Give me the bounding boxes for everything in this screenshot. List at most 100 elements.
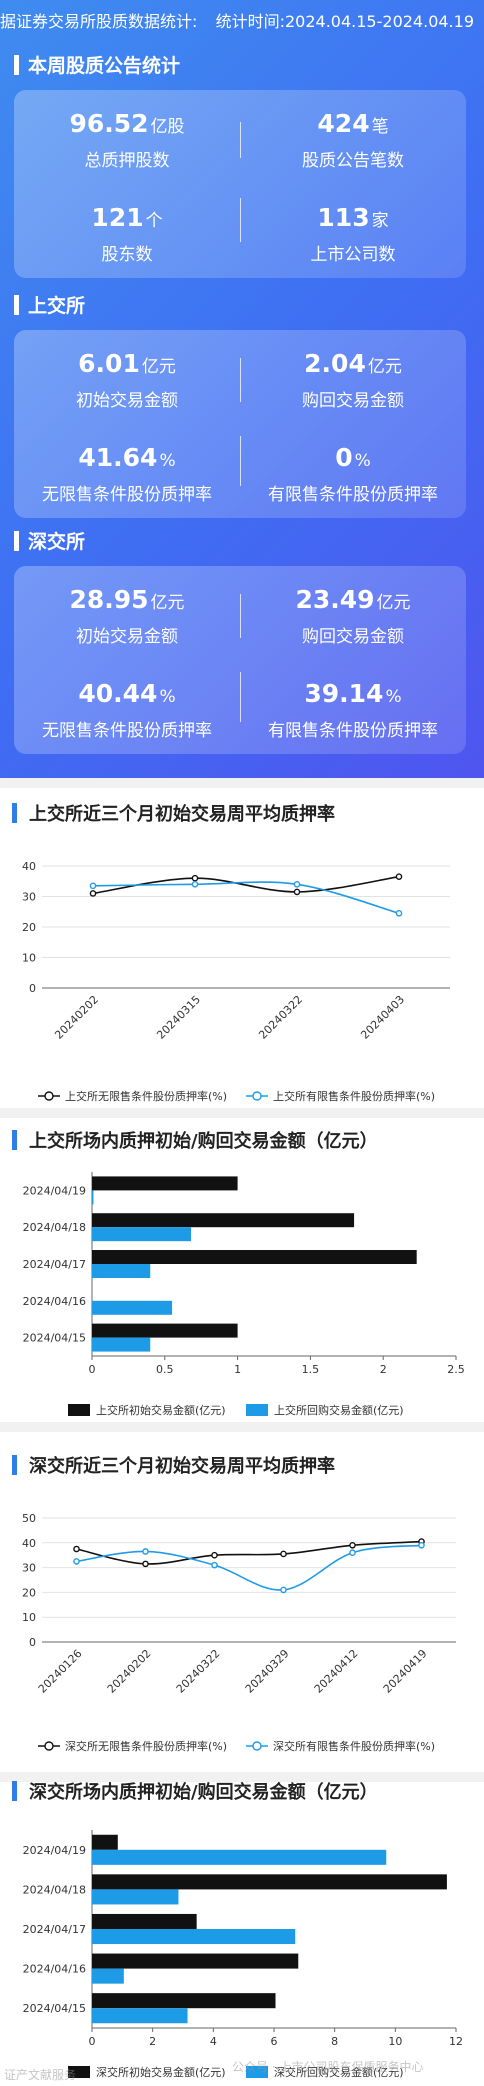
legend-marker — [252, 1091, 262, 1101]
x-tick-label: 20240315 — [154, 993, 203, 1042]
stat-label: 无限售条件股份质押率 — [42, 721, 212, 741]
stat-label: 无限售条件股份质押率 — [42, 485, 212, 505]
data-point — [349, 1549, 356, 1557]
x-tick-label: 0 — [89, 1363, 96, 1376]
stat-label: 有限售条件股份质押率 — [268, 721, 438, 741]
data-point — [349, 1541, 356, 1549]
data-point — [89, 890, 97, 897]
legend-swatch — [68, 2066, 90, 2078]
legend-swatch — [246, 2066, 268, 2078]
legend-label: 深交所初始交易金额(亿元) — [96, 2065, 226, 2079]
chart1-svg: 0 10 20 30 40 20240202 20240315 20240322 2024040… — [22, 860, 450, 1103]
stat-unit: % — [354, 451, 371, 471]
x-tick-label: 20240419 — [381, 1647, 430, 1696]
stat-unit: 亿元 — [367, 357, 402, 377]
title-marker — [12, 803, 17, 823]
watermark-left: 证产文献服务 — [4, 2068, 77, 2082]
stat-value: 39.14 — [304, 679, 384, 708]
stat-label: 购回交易金额 — [302, 627, 404, 647]
y-tick-label: 40 — [22, 1537, 36, 1550]
sse-card: 6.01 亿元 初始交易金额 2.04 亿元 购回交易金额 41.64% 无限售条件… — [14, 330, 466, 518]
data-point — [418, 1541, 425, 1549]
y-tick-label: 0 — [29, 982, 36, 995]
divider — [240, 436, 241, 486]
data-point — [191, 881, 199, 888]
y-tick-label: 10 — [22, 1611, 36, 1624]
x-tick-label: 4 — [210, 2035, 217, 2048]
chart1-title: 上交所近三个月初始交易周平均质押率 — [12, 802, 335, 828]
x-tick-label: 0 — [89, 2035, 96, 2048]
watermark-right: 公众号 · 上市公司股东保质服务中心 — [232, 2060, 424, 2074]
legend-label: 深交所无限售条件股份质押率(%) — [65, 1739, 227, 1753]
bar-series-2 — [92, 1337, 151, 1352]
bar-series-2 — [92, 1889, 179, 1905]
x-tick-label: 12 — [449, 2035, 463, 2048]
x-tick-label: 10 — [388, 2035, 402, 2048]
chart4-title: 深交所场内质押初始/购回交易金额（亿元） — [12, 1780, 378, 1806]
stat-value: 424 — [317, 109, 370, 138]
title-marker — [12, 1455, 17, 1475]
stat-szse-repurchase-amount: 23.49 亿元 购回交易金额 — [240, 584, 466, 649]
y-tick-label: 2024/04/15 — [23, 1332, 86, 1345]
stat-label: 购回交易金额 — [302, 391, 404, 411]
stat-value: 96.52 — [69, 109, 149, 138]
chart4-svg: 0 2 4 6 8 10 12 2024/04/19 2024/04/18 2024/04/17 2… — [23, 1830, 463, 2079]
szse-title: 深交所 — [28, 531, 86, 553]
x-tick-label: 2 — [380, 1363, 387, 1376]
stat-value: 121 — [91, 203, 144, 232]
bar-series-2 — [92, 1929, 296, 1945]
bar-series-1 — [92, 1176, 238, 1191]
data-point — [142, 1548, 149, 1555]
stat-label: 股东数 — [101, 245, 153, 265]
stat-unit: 亿元 — [150, 593, 185, 613]
legend-marker — [252, 1741, 262, 1751]
bar-series-1 — [92, 1834, 118, 1850]
stat-szse-restricted-rate: 39.14% 有限售条件股份质押率 — [240, 678, 466, 743]
sse-heading: 上交所 — [14, 292, 85, 320]
stat-szse-initial-amount: 28.95 亿元 初始交易金额 — [14, 584, 240, 649]
stat-label: 初始交易金额 — [76, 391, 178, 411]
bar-series-1 — [92, 1323, 238, 1338]
stat-announcement-count: 424 笔 股质公告笔数 — [240, 108, 466, 173]
y-tick-label: 2024/04/17 — [23, 1258, 86, 1271]
section-gap — [0, 778, 484, 788]
y-tick-label: 2024/04/19 — [23, 1844, 86, 1857]
data-point — [395, 873, 403, 880]
stat-label: 有限售条件股份质押率 — [268, 485, 438, 505]
divider — [240, 358, 241, 402]
bar-series-2 — [92, 1227, 192, 1242]
stat-unit: 亿元 — [376, 593, 411, 613]
szse-heading: 深交所 — [14, 528, 85, 556]
x-tick-label: 6 — [271, 2035, 278, 2048]
data-point — [280, 1586, 287, 1594]
sse-title: 上交所 — [28, 295, 86, 317]
data-point — [293, 888, 301, 896]
top-bar: 据证券交易所股质数据统计: 统计时间:2024.04.15-2024.04.19 — [0, 0, 484, 44]
legend-swatch — [246, 1404, 268, 1416]
divider — [240, 672, 241, 722]
stat-sse-unrestricted-rate: 41.64% 无限售条件股份质押率 — [14, 442, 240, 507]
title-marker — [12, 1130, 17, 1150]
chart4-title-text: 深交所场内质押初始/购回交易金额（亿元） — [29, 1782, 378, 1803]
stat-value: 23.49 — [295, 585, 375, 614]
legend-label: 上交所回购交易金额(亿元) — [274, 1403, 404, 1417]
stat-sse-repurchase-amount: 2.04 亿元 购回交易金额 — [240, 348, 466, 413]
y-tick-label: 2024/04/15 — [23, 2002, 86, 2015]
data-point — [73, 1545, 80, 1553]
heading-marker — [14, 531, 19, 551]
stat-value: 40.44 — [78, 679, 158, 708]
bar-series-1 — [92, 1993, 276, 2009]
y-tick-label: 2024/04/19 — [23, 1184, 86, 1197]
series-line-2 — [76, 1544, 422, 1591]
header-source-text: 据证券交易所股质数据统计: — [0, 12, 198, 31]
stat-szse-unrestricted-rate: 40.44% 无限售条件股份质押率 — [14, 678, 240, 743]
summary-panel: 据证券交易所股质数据统计: 统计时间:2024.04.15-2024.04.19… — [0, 0, 484, 778]
bar-series-2 — [92, 1968, 124, 1984]
szse-card: 28.95 亿元 初始交易金额 23.49 亿元 购回交易金额 40.44% 无限售… — [14, 566, 466, 754]
y-tick-label: 2024/04/17 — [23, 1923, 86, 1936]
y-tick-label: 2024/04/18 — [23, 1883, 86, 1896]
x-tick-label: 2 — [149, 2035, 156, 2048]
chart3-title-text: 深交所近三个月初始交易周平均质押率 — [29, 1456, 335, 1477]
x-tick-label: 1 — [234, 1363, 241, 1376]
stat-company-count: 113 家 上市公司数 — [240, 202, 466, 267]
